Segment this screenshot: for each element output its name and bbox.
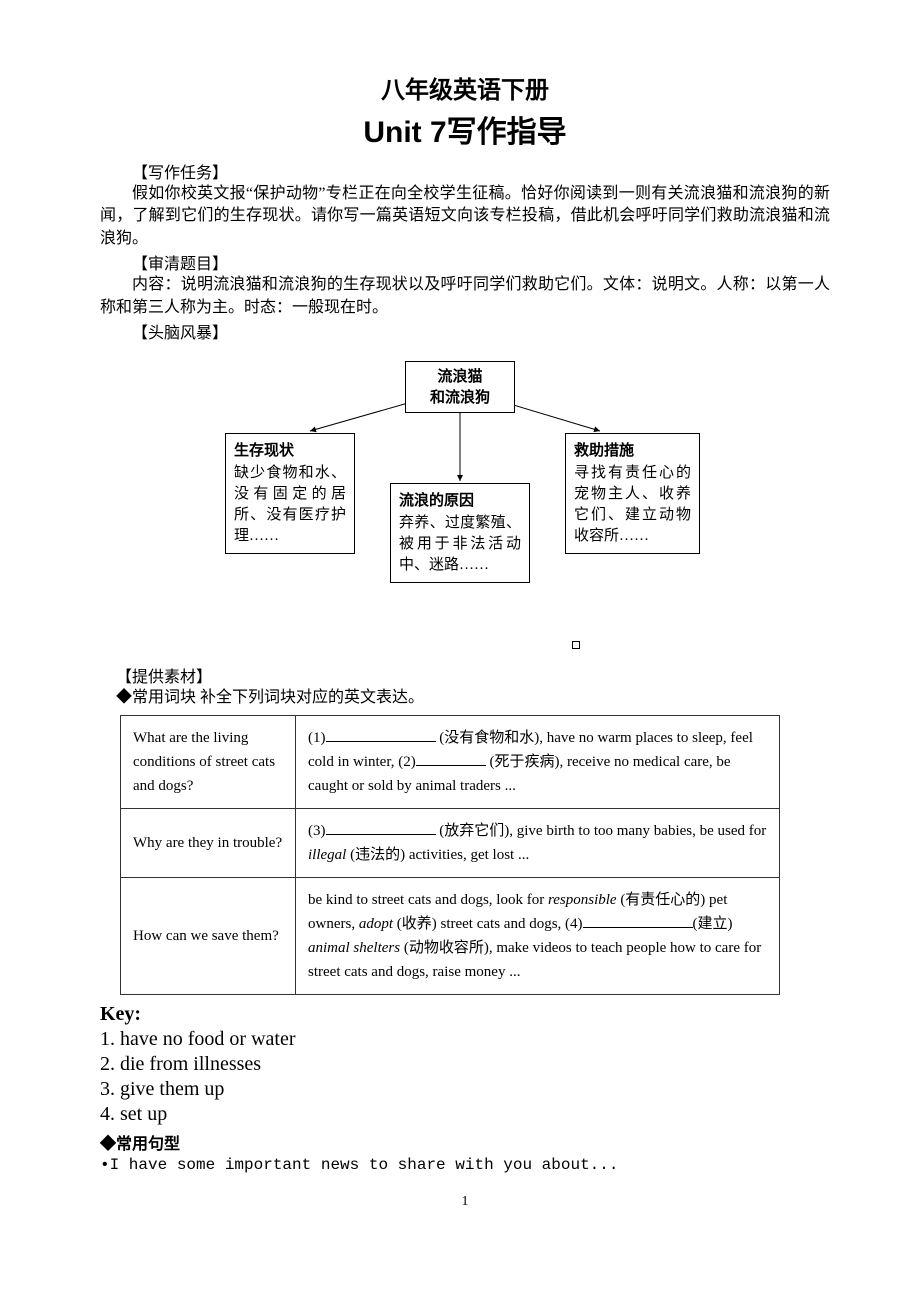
table-cell-left-2: Why are they in trouble? xyxy=(121,809,296,878)
diagram-right-body: 寻找有责任心的宠物主人、收养它们、建立动物收容所…… xyxy=(574,465,691,544)
text-r3-after: (建立) xyxy=(693,916,733,932)
table-row: Why are they in trouble? (3) (放弃它们), giv… xyxy=(121,809,780,878)
text-r2-pre: (3) xyxy=(308,823,326,839)
diagram-marker-icon xyxy=(572,641,580,649)
diagram-node-mid: 流浪的原因 弃养、过度繁殖、被用于非法活动中、迷路…… xyxy=(390,483,530,583)
key-answer-1: 1. have no food or water xyxy=(100,1028,830,1051)
blank-2 xyxy=(416,750,486,766)
paragraph-review: 内容：说明流浪猫和流浪狗的生存现状以及呼吁同学们救助它们。文体：说明文。人称：以… xyxy=(100,274,830,319)
table-cell-right-3: be kind to street cats and dogs, look fo… xyxy=(296,878,780,995)
table-cell-right-2: (3) (放弃它们), give birth to too many babie… xyxy=(296,809,780,878)
brainstorm-diagram: 流浪猫 和流浪狗 生存现状 缺少食物和水、没有固定的居所、没有医疗护理…… 流浪… xyxy=(215,353,715,653)
key-answer-3: 3. give them up xyxy=(100,1078,830,1101)
text-r2-tail: (违法的) activities, get lost ... xyxy=(346,847,529,863)
diagram-top-line2: 和流浪狗 xyxy=(430,389,490,406)
heading-brainstorm: 【头脑风暴】 xyxy=(100,319,830,343)
italic-responsible: responsible xyxy=(548,892,617,908)
diagram-mid-title: 流浪的原因 xyxy=(399,490,521,511)
table-cell-left-3: How can we save them? xyxy=(121,878,296,995)
patterns-heading-text: ◆常用句型 xyxy=(100,1136,180,1153)
blank-3 xyxy=(326,819,436,835)
diagram-left-title: 生存现状 xyxy=(234,440,346,461)
patterns-heading: ◆常用句型 xyxy=(100,1130,830,1154)
text-r1-pre: (1) xyxy=(308,730,326,746)
key-answer-2: 2. die from illnesses xyxy=(100,1053,830,1076)
italic-adopt: adopt xyxy=(359,916,393,932)
text-r2-after: (放弃它们), give birth to too many babies, b… xyxy=(439,823,766,839)
diagram-node-left: 生存现状 缺少食物和水、没有固定的居所、没有医疗护理…… xyxy=(225,433,355,554)
blank-1 xyxy=(326,726,436,742)
text-r3-pre: be kind to street cats and dogs, look fo… xyxy=(308,892,548,908)
page-number: 1 xyxy=(100,1194,830,1210)
title-main: 八年级英语下册 xyxy=(100,70,830,105)
diagram-left-body: 缺少食物和水、没有固定的居所、没有医疗护理…… xyxy=(234,465,346,544)
table-row: How can we save them? be kind to street … xyxy=(121,878,780,995)
diagram-mid-body: 弃养、过度繁殖、被用于非法活动中、迷路…… xyxy=(399,515,521,573)
table-row: What are the living conditions of street… xyxy=(121,716,780,809)
text-r3-mid2: (收养) street cats and dogs, (4) xyxy=(393,916,583,932)
italic-illegal: illegal xyxy=(308,847,346,863)
diagram-node-top: 流浪猫 和流浪狗 xyxy=(405,361,515,413)
pattern-line-1: •I have some important news to share wit… xyxy=(100,1156,830,1174)
key-answer-4: 4. set up xyxy=(100,1103,830,1126)
diagram-top-line1: 流浪猫 xyxy=(437,368,482,385)
heading-review: 【审清题目】 xyxy=(100,250,830,274)
material-sub: ◆常用词块 补全下列词块对应的英文表达。 xyxy=(100,687,830,709)
diagram-right-title: 救助措施 xyxy=(574,440,691,461)
blank-4 xyxy=(583,912,693,928)
heading-material: 【提供素材】 xyxy=(100,663,830,687)
title-sub: Unit 7写作指导 xyxy=(100,107,830,151)
key-heading: Key: xyxy=(100,1003,830,1026)
paragraph-task: 假如你校英文报“保护动物”专栏正在向全校学生征稿。恰好你阅读到一则有关流浪猫和流… xyxy=(100,183,830,250)
table-cell-left-1: What are the living conditions of street… xyxy=(121,716,296,809)
diagram-node-right: 救助措施 寻找有责任心的宠物主人、收养它们、建立动物收容所…… xyxy=(565,433,700,554)
heading-task: 【写作任务】 xyxy=(100,159,830,183)
italic-shelters: animal shelters xyxy=(308,940,400,956)
table-cell-right-1: (1) (没有食物和水), have no warm places to sle… xyxy=(296,716,780,809)
vocab-table: What are the living conditions of street… xyxy=(120,715,780,995)
